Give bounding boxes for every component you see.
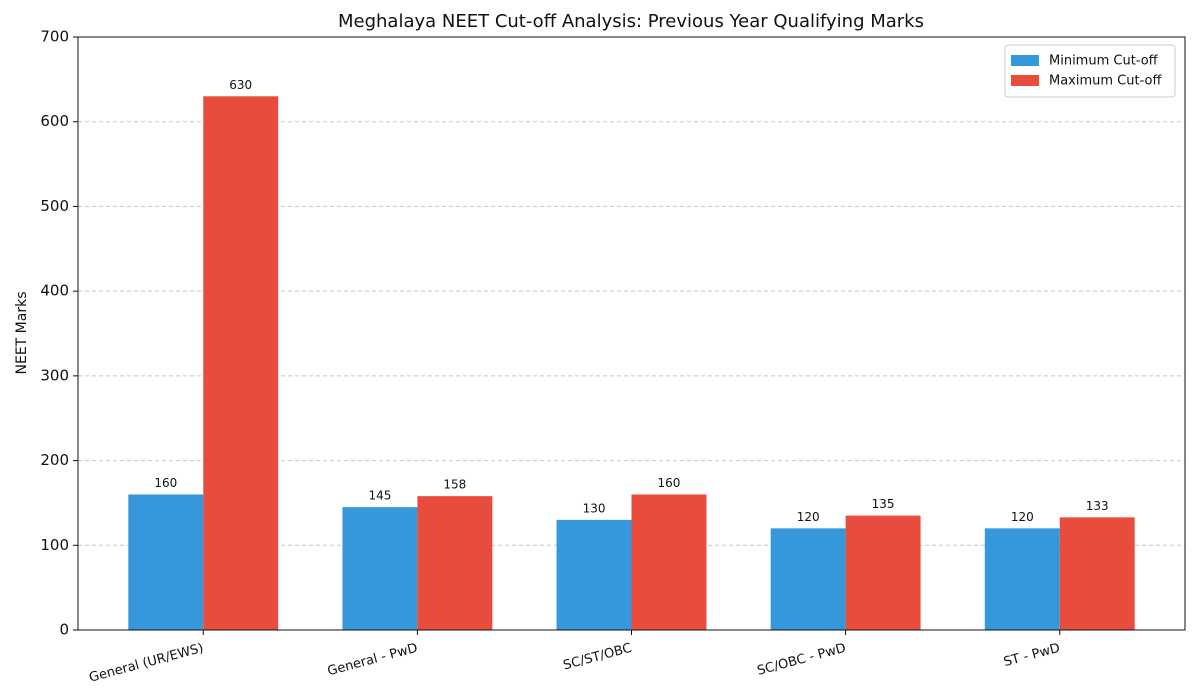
legend-label: Minimum Cut-off [1049, 54, 1159, 69]
chart-title: Meghalaya NEET Cut-off Analysis: Previou… [338, 11, 924, 32]
y-tick-label: 600 [40, 112, 69, 130]
bar [417, 496, 493, 630]
value-label: 158 [443, 478, 466, 492]
value-label: 160 [658, 476, 681, 490]
bar [128, 494, 204, 630]
value-label: 145 [368, 489, 391, 503]
legend-swatch [1011, 75, 1039, 86]
legend-box [1004, 44, 1176, 98]
legend-swatch [1011, 55, 1039, 66]
bar [556, 519, 632, 630]
y-tick-label: 700 [40, 28, 69, 46]
bar [1059, 517, 1135, 630]
bar [770, 528, 846, 630]
value-label: 160 [154, 476, 177, 490]
y-tick-label: 100 [40, 536, 69, 554]
y-tick-label: 300 [40, 366, 69, 384]
plot-frame [77, 36, 1186, 631]
y-tick-label: 500 [40, 197, 69, 215]
bar [984, 528, 1060, 630]
bar [631, 494, 707, 630]
y-tick-label: 200 [40, 451, 69, 469]
value-label: 133 [1086, 499, 1109, 513]
y-axis-label: NEET Marks [14, 292, 30, 375]
bar [342, 507, 418, 630]
bar [845, 515, 921, 630]
bar [203, 96, 279, 631]
legend-label: Maximum Cut-off [1049, 74, 1162, 89]
value-label: 630 [229, 78, 252, 92]
value-label: 120 [1011, 510, 1034, 524]
value-label: 120 [797, 510, 820, 524]
value-label: 130 [583, 501, 606, 515]
value-label: 135 [872, 497, 895, 511]
y-tick-label: 400 [40, 282, 69, 300]
y-tick-label: 0 [59, 621, 69, 639]
